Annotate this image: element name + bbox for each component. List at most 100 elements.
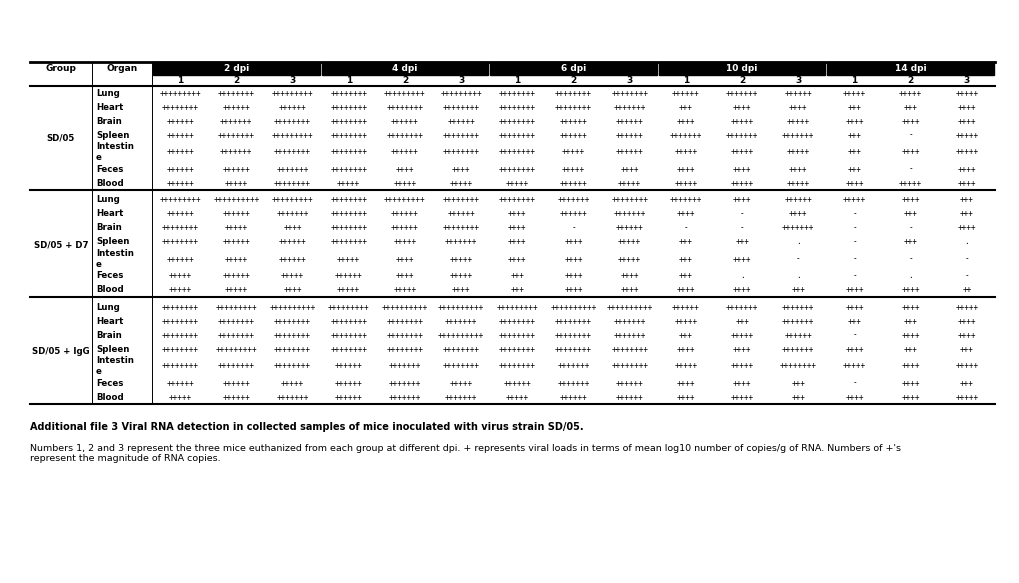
Text: ++++++: ++++++ xyxy=(446,209,475,219)
Text: ++++++++: ++++++++ xyxy=(610,345,647,353)
Text: ++++++++++: ++++++++++ xyxy=(213,195,259,205)
Text: ++++: ++++ xyxy=(732,164,751,174)
Text: ++++: ++++ xyxy=(845,117,863,125)
Text: ++++: ++++ xyxy=(564,272,582,280)
Text: +++: +++ xyxy=(510,286,524,294)
Text: ++++++: ++++++ xyxy=(222,392,250,402)
Text: ++++++++: ++++++++ xyxy=(498,317,535,325)
Text: +++: +++ xyxy=(679,237,692,247)
Text: ++++++++: ++++++++ xyxy=(330,317,367,325)
Text: -: - xyxy=(908,164,912,174)
Text: ++++++: ++++++ xyxy=(784,331,811,339)
Text: ++++: ++++ xyxy=(676,209,695,219)
Text: ++++++: ++++++ xyxy=(222,378,250,388)
Text: +++++: +++++ xyxy=(674,361,697,371)
Text: 3: 3 xyxy=(289,76,296,85)
Text: +++: +++ xyxy=(959,209,973,219)
Text: -: - xyxy=(851,237,856,247)
Text: ++++++++: ++++++++ xyxy=(218,331,255,339)
Text: +++++++++: +++++++++ xyxy=(496,303,538,311)
Text: +++++++: +++++++ xyxy=(782,303,814,311)
Text: ++++: ++++ xyxy=(564,255,582,264)
Text: ++++++++: ++++++++ xyxy=(274,361,311,371)
Text: +++++++: +++++++ xyxy=(726,131,757,139)
Text: ++++++++: ++++++++ xyxy=(330,147,367,156)
Text: 6 dpi: 6 dpi xyxy=(560,64,586,73)
Text: ++++++: ++++++ xyxy=(615,131,643,139)
Text: +++++++++: +++++++++ xyxy=(440,89,481,97)
Text: ++++: ++++ xyxy=(507,255,526,264)
Text: +++: +++ xyxy=(679,331,692,339)
Text: +++: +++ xyxy=(735,237,748,247)
Text: +++++: +++++ xyxy=(955,303,977,311)
Text: Additional file 3 Viral RNA detection in collected samples of mice inoculated wi: Additional file 3 Viral RNA detection in… xyxy=(30,422,583,432)
Text: +++++: +++++ xyxy=(505,178,528,188)
Text: ++: ++ xyxy=(961,286,970,294)
Text: +++++: +++++ xyxy=(730,361,753,371)
Text: ++++++: ++++++ xyxy=(559,178,587,188)
Text: ++++: ++++ xyxy=(676,392,695,402)
Text: +++++++: +++++++ xyxy=(782,317,814,325)
Text: ++++: ++++ xyxy=(901,286,919,294)
Text: +++: +++ xyxy=(959,378,973,388)
Text: +++: +++ xyxy=(791,392,804,402)
Text: ++++: ++++ xyxy=(676,345,695,353)
Text: +++: +++ xyxy=(847,131,861,139)
Text: +++++: +++++ xyxy=(674,317,697,325)
Text: 10 dpi: 10 dpi xyxy=(726,64,757,73)
Text: Intestin
e: Intestin e xyxy=(96,250,133,269)
Text: ++++++++: ++++++++ xyxy=(442,131,479,139)
Text: +++++++++: +++++++++ xyxy=(159,89,201,97)
Text: ++++: ++++ xyxy=(957,164,975,174)
Text: +++++++: +++++++ xyxy=(782,223,814,233)
Text: +++++++: +++++++ xyxy=(276,209,309,219)
Text: -: - xyxy=(795,255,800,264)
Text: ++++++++: ++++++++ xyxy=(330,89,367,97)
Text: 3: 3 xyxy=(795,76,801,85)
Text: 3: 3 xyxy=(458,76,464,85)
Text: ++++++: ++++++ xyxy=(390,117,419,125)
Text: ++++++: ++++++ xyxy=(615,223,643,233)
Text: ++++++: ++++++ xyxy=(278,237,306,247)
Text: +++++++++: +++++++++ xyxy=(215,345,257,353)
Text: ++++: ++++ xyxy=(901,331,919,339)
Text: ++++++++: ++++++++ xyxy=(442,103,479,111)
Text: +++: +++ xyxy=(959,345,973,353)
Text: ++++++++++: ++++++++++ xyxy=(437,303,484,311)
Text: +++: +++ xyxy=(847,103,861,111)
Text: .: . xyxy=(908,272,912,280)
Text: ++++: ++++ xyxy=(957,331,975,339)
Text: +++++++: +++++++ xyxy=(556,195,589,205)
Text: ++++++++: ++++++++ xyxy=(386,331,423,339)
Text: ++++++++: ++++++++ xyxy=(274,178,311,188)
Text: +++++: +++++ xyxy=(393,178,416,188)
Text: ++++: ++++ xyxy=(901,378,919,388)
Text: Feces: Feces xyxy=(96,378,123,388)
Text: +++++: +++++ xyxy=(505,392,528,402)
Text: ++++++++: ++++++++ xyxy=(610,89,647,97)
Text: +++: +++ xyxy=(735,317,748,325)
Text: ++++++++: ++++++++ xyxy=(218,317,255,325)
Text: +++++: +++++ xyxy=(730,392,753,402)
Text: ++++: ++++ xyxy=(283,223,302,233)
Text: ++++++++: ++++++++ xyxy=(610,195,647,205)
Text: ++++++++: ++++++++ xyxy=(330,209,367,219)
Text: Lung: Lung xyxy=(96,195,119,205)
Text: Group: Group xyxy=(46,64,76,73)
Text: ++++++: ++++++ xyxy=(784,89,811,97)
Text: ++++++++: ++++++++ xyxy=(274,147,311,156)
Text: +++++: +++++ xyxy=(730,117,753,125)
Bar xyxy=(658,62,824,75)
Text: ++++: ++++ xyxy=(507,223,526,233)
Text: ++++++: ++++++ xyxy=(559,392,587,402)
Text: ++++: ++++ xyxy=(845,178,863,188)
Text: ++++: ++++ xyxy=(845,286,863,294)
Text: +++++++: +++++++ xyxy=(388,392,421,402)
Text: ++++++++: ++++++++ xyxy=(554,345,591,353)
Text: ++++++: ++++++ xyxy=(278,103,306,111)
Text: +++: +++ xyxy=(903,345,917,353)
Text: +++++++++: +++++++++ xyxy=(271,195,313,205)
Text: ++++++++: ++++++++ xyxy=(442,223,479,233)
Text: 1: 1 xyxy=(682,76,689,85)
Text: ++++++++: ++++++++ xyxy=(498,89,535,97)
